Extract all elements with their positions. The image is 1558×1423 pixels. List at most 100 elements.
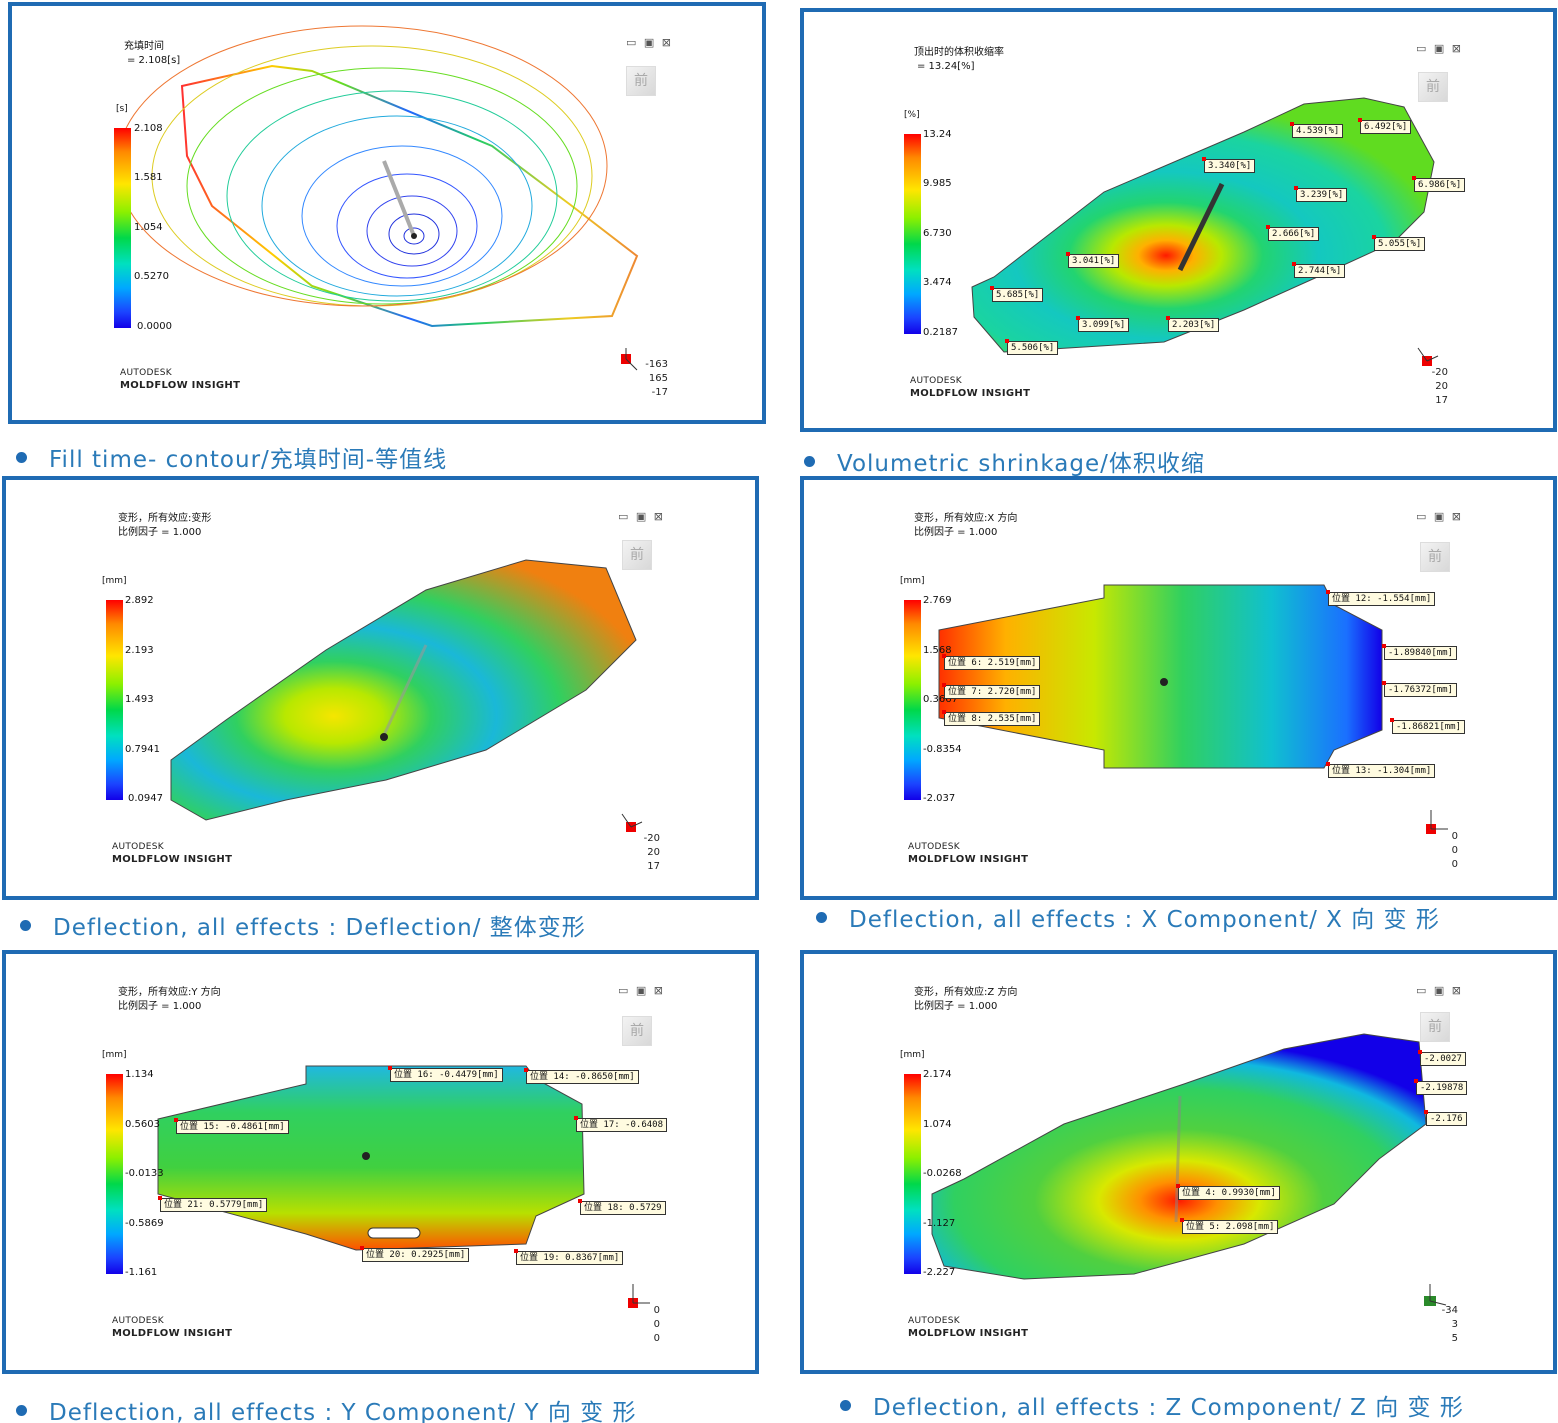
brand-autodesk: AUTODESK: [910, 376, 962, 386]
color-legend-bar: [106, 1074, 123, 1274]
legend-unit: [mm]: [900, 1050, 925, 1060]
legend-value: -0.5869: [125, 1218, 164, 1229]
view-cube-icon[interactable]: 前: [1420, 542, 1450, 572]
legend-value: -0.8354: [923, 744, 962, 755]
view-cube-icon[interactable]: 前: [1420, 1012, 1450, 1042]
probe-label[interactable]: 2.666[%]: [1265, 225, 1320, 241]
coord-z: 17: [1435, 395, 1448, 406]
bullet-icon: [16, 452, 27, 463]
probe-label[interactable]: 位置 18: 0.5729: [578, 1199, 666, 1215]
result-value: 比例因子 = 1.000: [118, 527, 202, 538]
probe-label[interactable]: 位置 6: 2.519[mm]: [941, 654, 1041, 670]
caption-text: Deflection, all effects : Z Component/ Z…: [873, 1395, 1464, 1421]
probe-label[interactable]: 5.506[%]: [1004, 339, 1059, 355]
probe-label[interactable]: -1.89840[mm]: [1381, 644, 1458, 660]
probe-label[interactable]: 位置 13: -1.304[mm]: [1325, 762, 1436, 778]
window-controls[interactable]: ▭ ▣ ⊠: [1416, 42, 1463, 55]
result-title: 变形，所有效应:X 方向: [914, 513, 1018, 524]
brand-autodesk: AUTODESK: [112, 842, 164, 852]
window-controls[interactable]: ▭ ▣ ⊠: [1416, 984, 1463, 997]
probe-label[interactable]: 6.492[%]: [1357, 118, 1412, 134]
probe-label[interactable]: -2.0027: [1418, 1050, 1466, 1066]
coord-x: -34: [1441, 1305, 1458, 1316]
color-legend-bar: [904, 600, 921, 800]
result-title: 变形，所有效应:Z 方向: [914, 987, 1018, 998]
result-value: = 2.108[s]: [127, 55, 181, 66]
bullet-icon: [804, 456, 815, 467]
brand-autodesk: AUTODESK: [908, 1316, 960, 1326]
model-deflection-z[interactable]: [804, 954, 1553, 1370]
view-cube-icon[interactable]: 前: [626, 66, 656, 96]
probe-label[interactable]: 位置 21: 0.5779[mm]: [157, 1196, 268, 1212]
probe-label[interactable]: 位置 20: 0.2925[mm]: [359, 1246, 470, 1262]
legend-unit: [mm]: [102, 576, 127, 586]
window-controls[interactable]: ▭ ▣ ⊠: [618, 510, 665, 523]
probe-label[interactable]: 位置 7: 2.720[mm]: [941, 683, 1041, 699]
legend-value: 2.108: [134, 123, 163, 134]
coord-z: 17: [647, 861, 660, 872]
bullet-icon: [16, 1405, 27, 1416]
probe-label[interactable]: 4.539[%]: [1289, 122, 1344, 138]
coord-z: -17: [651, 387, 668, 398]
probe-label[interactable]: 3.239[%]: [1293, 186, 1348, 202]
result-value: = 13.24[%]: [917, 61, 975, 72]
probe-label[interactable]: 位置 12: -1.554[mm]: [1325, 590, 1436, 606]
coord-y: 165: [648, 373, 668, 384]
legend-value: -2.227: [923, 1267, 956, 1278]
window-controls[interactable]: ▭ ▣ ⊠: [1416, 510, 1463, 523]
coord-y: 0: [1451, 845, 1458, 856]
probe-label[interactable]: 位置 14: -0.8650[mm]: [524, 1068, 639, 1084]
probe-label[interactable]: -1.86821[mm]: [1389, 718, 1466, 734]
coord-x: -163: [645, 359, 668, 370]
window-controls[interactable]: ▭ ▣ ⊠: [618, 984, 665, 997]
legend-value: 1.493: [125, 694, 154, 705]
probe-label[interactable]: 位置 5: 2.098[mm]: [1179, 1218, 1279, 1234]
panel-deflection-x: 变形，所有效应:X 方向 比例因子 = 1.000 ▭ ▣ ⊠ 前 [mm] 2…: [800, 476, 1557, 900]
model-deflection-x[interactable]: [804, 480, 1553, 896]
coord-z: 0: [1451, 859, 1458, 870]
probe-label[interactable]: 5.685[%]: [989, 286, 1044, 302]
color-legend-bar: [114, 128, 131, 328]
probe-label[interactable]: 5.055[%]: [1371, 235, 1426, 251]
view-cube-icon[interactable]: 前: [1418, 72, 1448, 102]
model-fill-time[interactable]: [12, 6, 762, 420]
coord-x: 0: [1451, 831, 1458, 842]
probe-label[interactable]: 6.986[%]: [1411, 176, 1466, 192]
coord-z: 5: [1451, 1333, 1458, 1344]
coord-x: -20: [1431, 367, 1448, 378]
probe-label[interactable]: 位置 16: -0.4479[mm]: [388, 1066, 503, 1082]
probe-label[interactable]: -2.19878: [1413, 1079, 1468, 1095]
probe-label[interactable]: 位置 17: -0.6408: [573, 1116, 668, 1132]
brand-moldflow: MOLDFLOW INSIGHT: [112, 854, 233, 865]
coord-y: 0: [653, 1319, 660, 1330]
probe-label[interactable]: 位置 15: -0.4861[mm]: [174, 1118, 289, 1134]
axis-triad-icon: [628, 1284, 650, 1308]
probe-label[interactable]: 2.744[%]: [1291, 262, 1346, 278]
view-cube-icon[interactable]: 前: [622, 540, 652, 570]
legend-value: 1.568: [923, 645, 952, 656]
result-value: 比例因子 = 1.000: [914, 1001, 998, 1012]
legend-value: 6.730: [923, 228, 952, 239]
probe-label[interactable]: 位置 19: 0.8367[mm]: [513, 1249, 624, 1265]
probe-label[interactable]: 2.203[%]: [1165, 316, 1220, 332]
probe-label[interactable]: 3.340[%]: [1201, 157, 1256, 173]
probe-label[interactable]: 位置 8: 2.535[mm]: [941, 710, 1041, 726]
legend-value: 1.074: [923, 1119, 952, 1130]
legend-unit: [s]: [116, 104, 128, 114]
legend-value: -0.0268: [923, 1168, 962, 1179]
window-controls[interactable]: ▭ ▣ ⊠: [626, 36, 673, 49]
caption-text: Fill time- contour/充填时间-等值线: [49, 447, 448, 473]
model-deflection-all[interactable]: [6, 480, 755, 896]
view-cube-icon[interactable]: 前: [622, 1016, 652, 1046]
probe-label[interactable]: -2.176: [1424, 1110, 1467, 1126]
probe-label[interactable]: 3.041[%]: [1065, 252, 1120, 268]
probe-label[interactable]: 位置 4: 0.9930[mm]: [1176, 1184, 1280, 1200]
panel-deflection-y: 变形，所有效应:Y 方向 比例因子 = 1.000 ▭ ▣ ⊠ 前 [mm] 1…: [2, 950, 759, 1374]
probe-label[interactable]: -1.76372[mm]: [1381, 681, 1458, 697]
brand-moldflow: MOLDFLOW INSIGHT: [910, 388, 1031, 399]
axis-triad-icon: [1424, 1284, 1447, 1306]
caption-fill-time: Fill time- contour/充填时间-等值线: [16, 440, 447, 474]
probe-label[interactable]: 3.099[%]: [1075, 316, 1130, 332]
result-value: 比例因子 = 1.000: [914, 527, 998, 538]
axis-triad-icon: [1426, 810, 1448, 834]
